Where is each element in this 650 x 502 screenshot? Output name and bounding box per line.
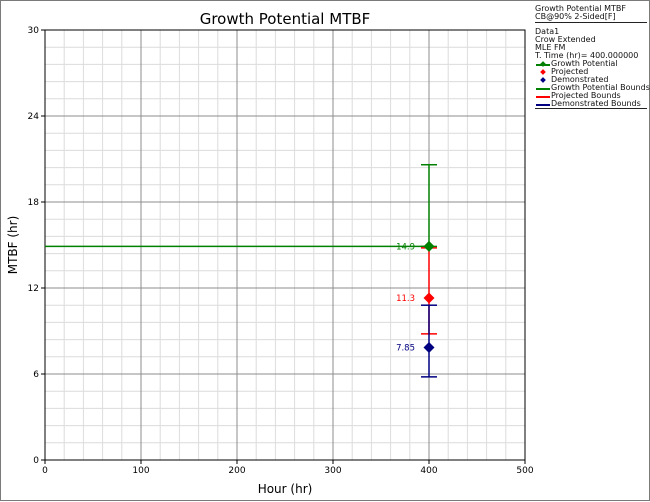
x-tick-label: 500 [516, 466, 533, 476]
legend-item: Growth Potential [535, 60, 647, 68]
minor-gridlines [45, 30, 525, 460]
legend-time: T. Time (hr)= 400.000000 [535, 51, 639, 60]
legend-item: Growth Potential Bounds [535, 83, 650, 92]
legend-item: Projected [535, 68, 647, 76]
legend-item-label: Growth Potential [551, 59, 618, 68]
legend-items: Growth Potential Projected Demonstrated Gro… [535, 60, 650, 109]
growth-potential-point [423, 240, 435, 252]
x-tick-label: 400 [420, 466, 437, 476]
legend-swatch [535, 92, 551, 100]
demonstrated-data-label: 7.85 [396, 343, 415, 353]
x-tick-label: 0 [42, 466, 48, 476]
projected-point [423, 292, 435, 304]
legend-method: MLE FM [535, 43, 566, 52]
legend-swatch [535, 100, 551, 108]
plot-area [44, 29, 526, 461]
legend-title: Growth Potential MTBF [535, 4, 626, 13]
axis-ticks: 0 100 200 300 400 500 0 6 12 18 24 30 [28, 26, 534, 476]
legend-confidence: CB@90% 2-Sided[F] [535, 13, 647, 23]
major-gridlines [44, 29, 526, 461]
legend-data-name: Data1 [535, 27, 560, 36]
x-tick-label: 200 [228, 466, 245, 476]
legend-item-label: Projected Bounds [551, 91, 621, 100]
legend-swatch [535, 76, 551, 84]
y-tick-label: 0 [33, 456, 39, 466]
legend-item: Demonstrated Bounds [535, 100, 647, 109]
legend-item: Demonstrated [535, 76, 647, 84]
legend-item-label: Projected [551, 67, 589, 76]
chart-title: Growth Potential MTBF [200, 10, 371, 28]
legend-swatch [535, 84, 551, 92]
x-tick-label: 300 [324, 466, 341, 476]
x-axis-label: Hour (hr) [258, 482, 313, 496]
legend: Growth Potential MTBF CB@90% 2-Sided[F] … [535, 4, 650, 109]
y-tick-label: 12 [28, 284, 39, 294]
demonstrated-point [423, 341, 435, 353]
legend-swatch [535, 68, 551, 76]
legend-item-label: Demonstrated Bounds [551, 99, 641, 108]
legend-item: Projected Bounds [535, 92, 647, 100]
legend-item-label: Demonstrated [551, 75, 609, 84]
legend-model: Crow Extended [535, 35, 596, 44]
y-tick-label: 6 [33, 370, 39, 380]
growth-potential-data-label: 14.9 [396, 242, 415, 252]
x-tick-label: 100 [132, 466, 149, 476]
legend-item-label: Growth Potential Bounds [551, 83, 650, 92]
projected-data-label: 11.3 [396, 294, 415, 304]
legend-swatch [535, 60, 551, 68]
y-tick-label: 24 [28, 112, 40, 122]
data-marks: 14.9 11.3 7.85 [45, 163, 437, 378]
y-tick-label: 18 [28, 198, 40, 208]
y-tick-label: 30 [28, 26, 40, 36]
y-axis-label: MTBF (hr) [6, 216, 20, 275]
